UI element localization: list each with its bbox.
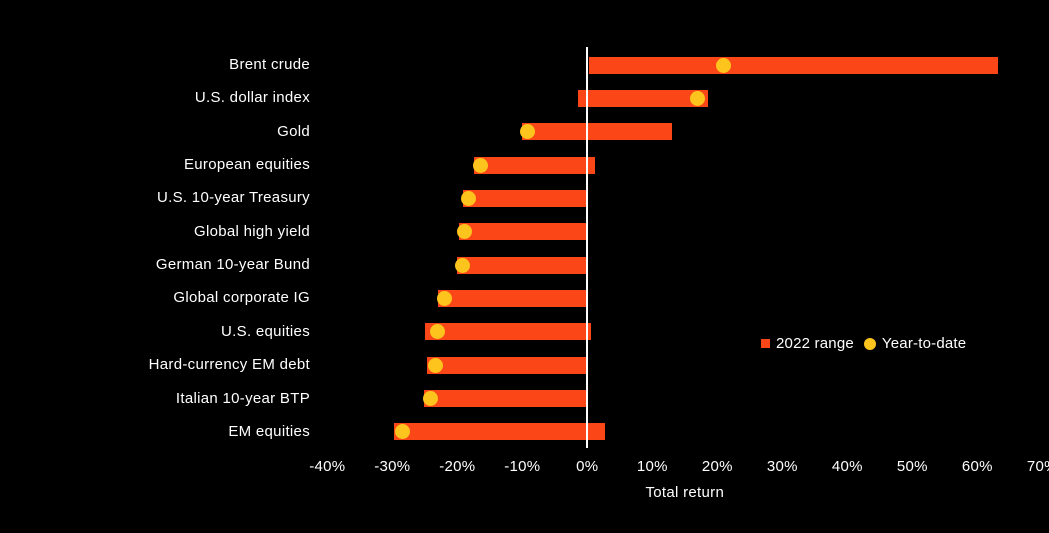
x-tick-label: 20%: [701, 458, 733, 475]
range-bar: [521, 123, 672, 141]
range-legend-swatch-icon: [761, 339, 770, 348]
x-tick-label: 10%: [636, 458, 668, 475]
ytd-legend-dot-icon: [863, 337, 876, 350]
ytd-dot: [456, 224, 472, 240]
range-bar: [427, 356, 588, 374]
range-bar: [438, 289, 588, 307]
legend-label-range: 2022 range: [776, 335, 854, 352]
range-bar: [463, 189, 588, 207]
category-label: Global high yield: [193, 222, 310, 240]
category-label: Italian 10-year BTP: [175, 389, 310, 407]
range-bar: [589, 56, 999, 74]
x-tick-label: -40%: [309, 458, 346, 475]
category-label: U.S. equities: [221, 322, 310, 340]
category-label: U.S. dollar index: [194, 89, 310, 107]
category-label: Hard-currency EM debt: [148, 356, 310, 374]
x-tick-label: 40%: [831, 458, 863, 475]
x-tick-label: -10%: [504, 458, 541, 475]
ytd-dot: [422, 391, 438, 406]
x-tick-label: -30%: [374, 458, 411, 475]
ytd-dot: [520, 124, 535, 140]
x-axis-title: Total return: [645, 484, 725, 501]
range-bar: [423, 390, 588, 407]
legend-label-ytd: Year-to-date: [881, 335, 967, 352]
ytd-dot: [473, 157, 489, 173]
x-tick-label: 60%: [961, 458, 993, 475]
x-tick-label: 0%: [576, 458, 599, 475]
x-tick-label: -20%: [439, 458, 476, 475]
category-label: Global corporate IG: [173, 289, 310, 307]
ytd-dot: [430, 324, 446, 340]
category-label: EM equities: [228, 422, 310, 440]
category-label: German 10-year Bund: [155, 256, 310, 274]
ytd-dot: [460, 190, 476, 206]
legend: 2022 range Year-to-date: [761, 335, 966, 352]
ytd-dot: [428, 357, 444, 373]
ytd-dot: [716, 57, 732, 73]
category-label: Brent crude: [229, 56, 310, 73]
x-tick-label: 50%: [896, 458, 928, 475]
ytd-dot: [455, 257, 470, 273]
ytd-dot: [394, 424, 410, 440]
category-label: U.S. 10-year Treasury: [156, 189, 310, 207]
total-return-range-chart: Brent crude U.S. dollar index Gold European…: [40, 16, 1049, 517]
zero-axis-line: [586, 47, 589, 448]
x-tick-label: 70%: [1026, 458, 1049, 475]
range-bar: [473, 156, 596, 174]
range-bar: [578, 89, 709, 107]
range-bar: [458, 223, 588, 241]
x-tick-label: 30%: [766, 458, 798, 475]
range-bar: [456, 256, 588, 274]
ytd-dot: [436, 290, 452, 306]
category-label: European equities: [183, 156, 310, 174]
range-bar: [393, 423, 605, 441]
category-label: Gold: [277, 122, 310, 140]
range-bar: [424, 323, 592, 341]
ytd-dot: [689, 90, 705, 106]
